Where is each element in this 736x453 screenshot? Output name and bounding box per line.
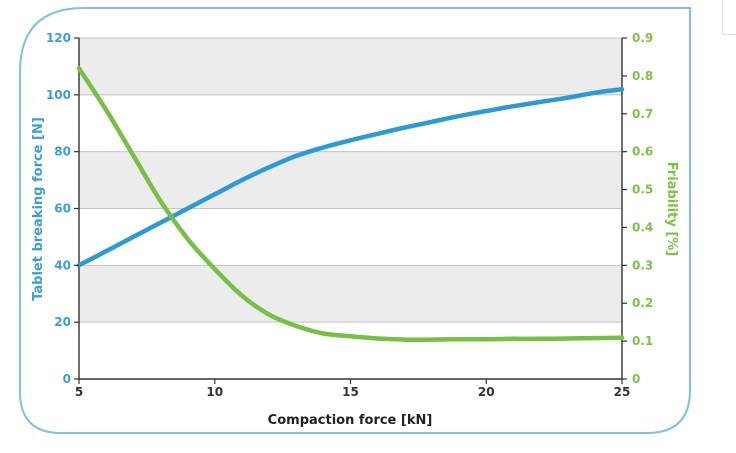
left-tick-label: 40 <box>54 258 71 272</box>
right-tick-label: 0.8 <box>632 69 653 83</box>
corner-box <box>722 0 736 35</box>
right-tick-label: 0.5 <box>632 183 653 197</box>
right-tick-label: 0.3 <box>632 258 653 272</box>
right-tick-label: 0.9 <box>632 31 653 45</box>
grid-band <box>79 38 622 95</box>
right-tick-label: 0 <box>632 372 640 386</box>
right-tick-label: 0.6 <box>632 145 653 159</box>
x-tick-label: 25 <box>614 385 631 399</box>
left-tick-label: 100 <box>46 88 71 102</box>
left-axis-title: Tablet breaking force [N] <box>31 117 46 301</box>
x-tick-label: 10 <box>206 385 223 399</box>
x-tick-label: 5 <box>75 385 83 399</box>
x-axis-title: Compaction force [kN] <box>268 413 433 428</box>
left-tick-label: 0 <box>63 372 71 386</box>
grid-band <box>79 265 622 323</box>
grid-band <box>79 151 622 209</box>
right-tick-label: 0.7 <box>632 107 653 121</box>
series-line-breaking-force <box>76 86 625 268</box>
right-tick-label: 0.1 <box>632 334 653 348</box>
right-tick-label: 0.4 <box>632 220 653 234</box>
left-tick-label: 80 <box>54 145 71 159</box>
left-tick-label: 20 <box>54 315 71 329</box>
chart-frame <box>19 7 691 434</box>
left-tick-label: 120 <box>46 31 71 45</box>
x-tick-label: 20 <box>478 385 495 399</box>
left-tick-label: 60 <box>54 202 71 216</box>
right-axis-title: Friability [%] <box>664 162 679 257</box>
series-line-friability <box>76 66 625 342</box>
right-tick-label: 0.2 <box>632 296 653 310</box>
x-tick-label: 15 <box>342 385 359 399</box>
